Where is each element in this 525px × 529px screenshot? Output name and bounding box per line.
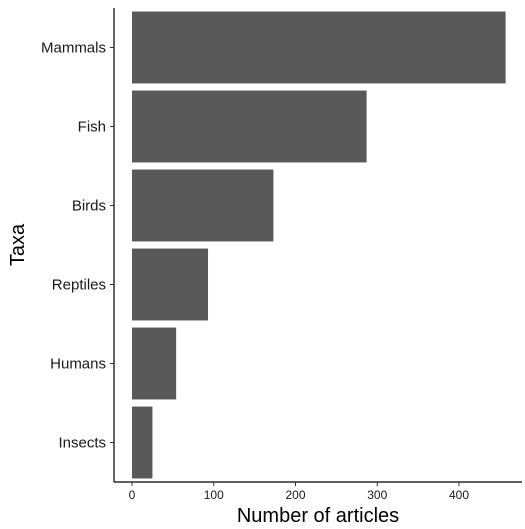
x-tick-label: 100 [204,488,224,502]
bar-mammals [132,11,506,84]
x-tick-label: 300 [367,488,387,502]
bar-reptiles [132,248,209,321]
x-tick-label: 400 [449,488,469,502]
y-tick-label: Insects [58,435,106,452]
y-tick-label: Reptiles [52,277,106,294]
x-axis-ticks: 0 100 200 300 400 [129,482,469,502]
y-tick-label: Fish [78,119,106,136]
bar-humans [132,327,177,400]
bar-insects [132,406,153,479]
x-axis-title: Number of articles [237,505,399,527]
bar-fish [132,90,367,163]
x-tick-label: 200 [285,488,305,502]
x-tick-label: 0 [129,488,136,502]
y-axis-title: Taxa [7,223,29,266]
y-tick-label: Birds [72,198,106,215]
y-axis-ticks: Mammals Fish Birds Reptiles Humans Insects [41,40,114,452]
bar-birds [132,169,274,242]
bars-group [132,11,506,479]
y-tick-label: Humans [50,356,106,373]
y-tick-label: Mammals [41,40,106,57]
